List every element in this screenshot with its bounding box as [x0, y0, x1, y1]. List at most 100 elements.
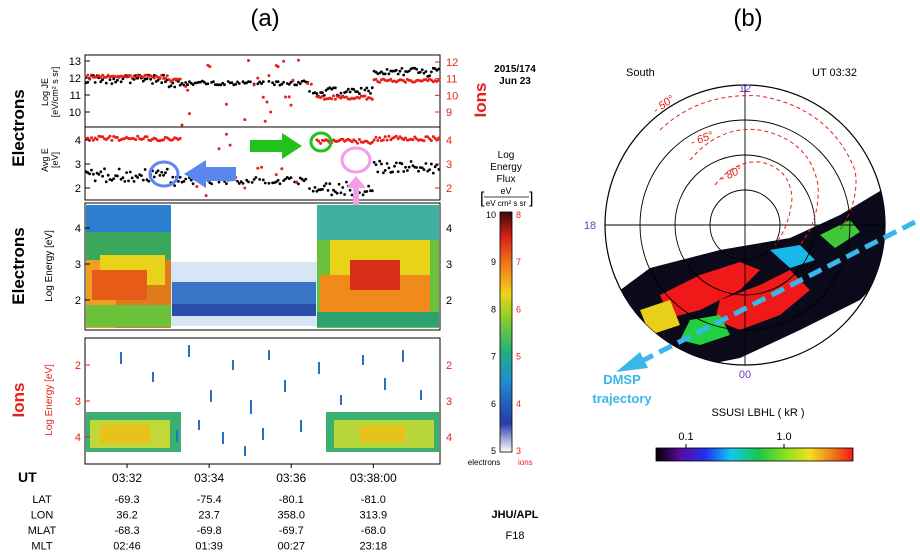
avg-e-electron-point: [326, 189, 330, 192]
je-electron-point: [230, 81, 234, 85]
je-right-tick-1: 11: [446, 74, 457, 86]
avg-e-electron-point: [284, 177, 287, 181]
je-electron-point: [104, 81, 108, 85]
i-energy-tick-1: 3: [75, 396, 81, 408]
avg-e-electron-point: [104, 180, 108, 184]
ion-spectrogram: [86, 345, 439, 456]
avg-e-electron-point: [380, 162, 383, 166]
avg-e-electron-point: [365, 190, 369, 193]
je-electron-point: [128, 81, 132, 85]
je-electron-point: [359, 86, 363, 90]
ephemeris-value-mlt-3: 23:18: [360, 541, 388, 553]
ephemeris-label-mlat: MLAT: [28, 525, 57, 537]
je-electron-point: [273, 83, 276, 87]
je-electron-point: [184, 81, 188, 84]
je-left-tick-1: 12: [69, 73, 81, 85]
je-electron-point: [289, 80, 293, 84]
avg-e-electron-point: [402, 170, 406, 173]
avg-e-electron-point: [250, 181, 254, 184]
cbar-electron-tick-2: 8: [491, 304, 496, 314]
avg-e-electron-point: [321, 187, 324, 191]
avg-e-electron-point: [130, 176, 134, 180]
je-electron-point: [110, 82, 114, 85]
je-electron-point: [121, 77, 125, 81]
cbar-electron-tick-3: 7: [491, 352, 496, 362]
je-electron-point: [398, 69, 402, 73]
avg-right-tick-0: 4: [446, 135, 452, 147]
je-electron-point: [149, 77, 153, 81]
je-electron-point: [282, 80, 285, 84]
je-electron-point: [295, 83, 298, 87]
avg-e-electron-point: [99, 170, 103, 174]
avg-e-ion-point: [422, 139, 426, 143]
colorbar-title-line3: Flux: [497, 174, 516, 185]
avg-e-electron-point: [335, 191, 339, 195]
je-left-tick-2: 11: [70, 90, 81, 102]
ephemeris-value-mlat-3: -68.0: [361, 525, 386, 537]
je-ion-point: [163, 76, 167, 80]
avg-e-electron-point: [400, 162, 404, 166]
je-electron-point: [108, 78, 112, 81]
ephemeris-value-lon-0: 36.2: [116, 510, 137, 522]
green-circle-marker: [309, 131, 333, 153]
ephemeris-label-mlt: MLT: [31, 541, 52, 553]
je-electron-point: [308, 90, 311, 93]
avg-e-electron-point: [177, 180, 180, 183]
avg-e-ion-point: [171, 138, 175, 142]
avg-e-electron-point: [263, 181, 267, 185]
je-ion-point: [165, 74, 169, 78]
avg-e-electron-point: [152, 175, 156, 179]
je-electron-point: [258, 80, 261, 84]
ephemeris-value-lat-3: -81.0: [361, 494, 386, 506]
je-electron-point: [433, 67, 437, 70]
avg-e-ion-point: [357, 138, 361, 141]
avg-e-electron-point: [343, 193, 346, 196]
avg-e-ion-point: [145, 135, 149, 139]
avg-e-electron-point: [407, 165, 411, 169]
avg-e-electron-point: [182, 180, 186, 183]
avg-e-electron-point: [156, 169, 160, 173]
je-ion-point: [224, 102, 228, 106]
avg-e-electron-point: [184, 177, 188, 181]
electrons-label-top: Electrons: [9, 89, 28, 166]
avg-e-electron-point: [239, 180, 243, 184]
je-ion-point: [282, 59, 286, 63]
je-electron-point: [234, 82, 238, 86]
ion-energy-label: Log Energy [eV]: [44, 364, 55, 436]
je-ion-point: [306, 82, 310, 85]
je-electron-point: [171, 81, 175, 85]
avg-e-electron-point: [112, 177, 116, 181]
je-electron-point: [328, 86, 332, 89]
avg-e-electron-point: [110, 178, 114, 182]
avg-e-electron-point: [189, 178, 193, 182]
avg-e-electron-point: [276, 178, 280, 182]
je-electron-point: [178, 83, 182, 87]
ut-header: UT: [18, 469, 37, 485]
colorbar-units-den: eV cm² s sr: [486, 199, 527, 208]
ephemeris-value-mlt-0: 02:46: [113, 541, 141, 553]
avg-e-ion-point: [228, 143, 232, 147]
avg-e-electron-point: [164, 171, 167, 175]
cbar-ion-tick-2: 6: [516, 304, 521, 314]
cbar-ion-tick-0: 8: [516, 210, 521, 220]
i-energy-tick-2: 4: [75, 432, 81, 444]
je-ion-point: [141, 75, 145, 79]
ephemeris-label-lat: LAT: [32, 494, 52, 506]
avg-e-electron-point: [433, 165, 437, 169]
je-electron-point: [418, 70, 422, 74]
avg-e-electron-point: [106, 173, 110, 177]
avg-e-electron-point: [396, 170, 400, 174]
je-electron-point: [261, 80, 265, 84]
ephemeris-value-lat-1: -75.4: [197, 494, 222, 506]
je-electron-point: [400, 67, 404, 70]
je-ion-point: [252, 83, 256, 87]
je-electron-point: [271, 81, 274, 85]
je-ion-point: [344, 95, 348, 99]
avg-e-electron-point: [422, 168, 426, 172]
avg-e-ion-point: [372, 138, 376, 142]
je-electron-point: [374, 70, 378, 74]
avg-e-electron-point: [345, 180, 348, 184]
je-electron-point: [339, 91, 343, 95]
je-ion-point: [180, 123, 184, 127]
avg-e-ion-point: [429, 139, 433, 142]
